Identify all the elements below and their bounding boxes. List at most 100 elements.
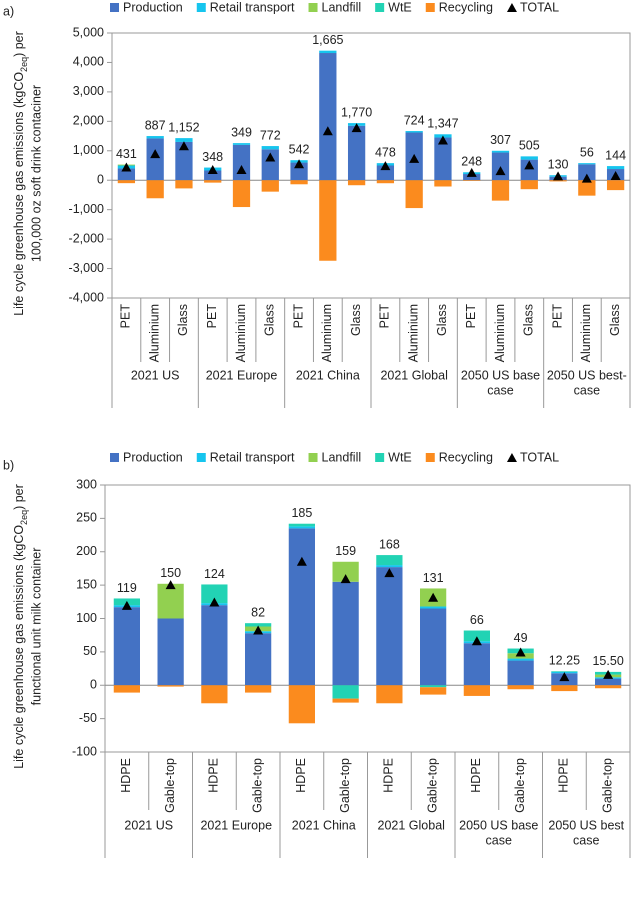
bar-segment: [507, 685, 534, 690]
bar-segment: [463, 643, 490, 686]
total-label: 119: [117, 581, 137, 595]
bar-segment: [551, 685, 578, 692]
y-tick-label: 5,000: [73, 25, 104, 39]
bar-segment: [175, 141, 193, 181]
bar-segment: [261, 146, 279, 150]
category-label: Aluminium: [406, 304, 420, 362]
bar-segment: [146, 138, 164, 181]
bar-segment: [113, 607, 140, 686]
bar-segment: [232, 143, 251, 145]
bar-segment: [376, 567, 403, 686]
category-label: HDPE: [207, 758, 221, 793]
total-marker: [495, 166, 506, 176]
total-marker: [178, 141, 189, 151]
bar-segment: [232, 144, 251, 181]
legend-label: Retail transport: [210, 0, 295, 14]
legend-label: Production: [123, 0, 183, 14]
group-label: 2021 Global: [380, 368, 447, 382]
total-label: 887: [145, 118, 166, 132]
total-label: 185: [291, 506, 312, 520]
legend-label: Retail transport: [210, 450, 295, 464]
bar-segment: [113, 685, 140, 693]
y-tick-label: -2,000: [69, 231, 104, 245]
bar-segment: [520, 156, 538, 160]
total-label: 1,665: [312, 33, 343, 47]
bar-segment: [420, 606, 447, 609]
total-label: 505: [519, 139, 540, 153]
category-label: Aluminium: [579, 304, 593, 362]
y-axis-label: functional unit milk container: [29, 548, 43, 706]
bar-segment: [551, 671, 578, 672]
bar-segment: [201, 605, 228, 686]
total-marker: [351, 123, 362, 133]
bar-segment: [332, 698, 359, 703]
group-label: case: [486, 833, 512, 847]
category-label: Gable-top: [600, 758, 614, 813]
category-label: HDPE: [382, 758, 396, 793]
total-marker: [581, 173, 592, 183]
bar-segment: [204, 170, 222, 181]
group-label: 2050 US base: [459, 818, 538, 832]
total-label: 130: [548, 158, 569, 172]
y-tick-label: 50: [83, 644, 97, 658]
group-label: case: [574, 383, 600, 397]
bar-segment: [347, 125, 366, 181]
bar-segment: [232, 180, 251, 208]
total-marker: [165, 580, 176, 590]
legend-swatch: [308, 453, 318, 462]
total-label: 248: [461, 155, 482, 169]
bar-segment: [319, 53, 337, 181]
bar-segment: [578, 180, 596, 196]
bar-segment: [146, 180, 164, 199]
total-marker: [409, 153, 420, 163]
bar-segment: [606, 166, 625, 170]
y-axis-label-part: ) per: [12, 484, 26, 510]
legend-label: Recycling: [439, 0, 493, 14]
y-axis-label-part: Life cycle greenhouse gas emissions (kgC…: [12, 72, 26, 316]
total-label: 542: [289, 142, 310, 156]
legend-label: Production: [123, 450, 183, 464]
y-tick-label: -50: [79, 711, 97, 725]
category-label: Aluminium: [493, 304, 507, 362]
group-label: 2021 Europe: [200, 818, 272, 832]
bar-segment: [376, 565, 403, 568]
legend-swatch: [375, 3, 385, 12]
bar-segment: [288, 528, 315, 686]
y-tick-label: 300: [76, 477, 97, 491]
legend-swatch: [375, 453, 385, 462]
y-tick-label: 100: [76, 611, 97, 625]
group-label: 2021 China: [296, 368, 360, 382]
group-label: 2021 Global: [378, 818, 445, 832]
total-label: 82: [251, 605, 265, 619]
bar-segment: [405, 131, 423, 133]
bar-segment: [376, 555, 403, 566]
category-label: Glass: [435, 304, 449, 336]
bar-segment: [405, 180, 423, 209]
category-label: Glass: [263, 304, 277, 336]
category-label: Gable-top: [338, 758, 352, 813]
y-axis-label: 100,000 oz soft drink contaciner: [29, 85, 43, 262]
bar-segment: [332, 685, 359, 699]
total-label: 168: [379, 537, 400, 551]
category-label: HDPE: [119, 758, 133, 793]
total-marker: [380, 161, 391, 171]
bar-segment: [595, 678, 622, 686]
bar-segment: [491, 180, 510, 201]
legend-label: WtE: [388, 450, 412, 464]
bar-segment: [146, 136, 164, 139]
bar-segment: [261, 149, 279, 181]
bar-segment: [290, 162, 308, 181]
total-label: 159: [335, 544, 356, 558]
bar-segment: [463, 630, 490, 642]
bar-segment: [420, 608, 447, 686]
total-marker: [296, 556, 307, 566]
legend-swatch: [110, 453, 119, 462]
legend-label: TOTAL: [520, 450, 559, 464]
group-label: case: [487, 383, 513, 397]
category-label: HDPE: [557, 758, 571, 793]
category-label: Glass: [349, 304, 363, 336]
bar-segment: [319, 50, 337, 54]
category-label: Gable-top: [425, 758, 439, 813]
bar-segment: [434, 180, 452, 187]
